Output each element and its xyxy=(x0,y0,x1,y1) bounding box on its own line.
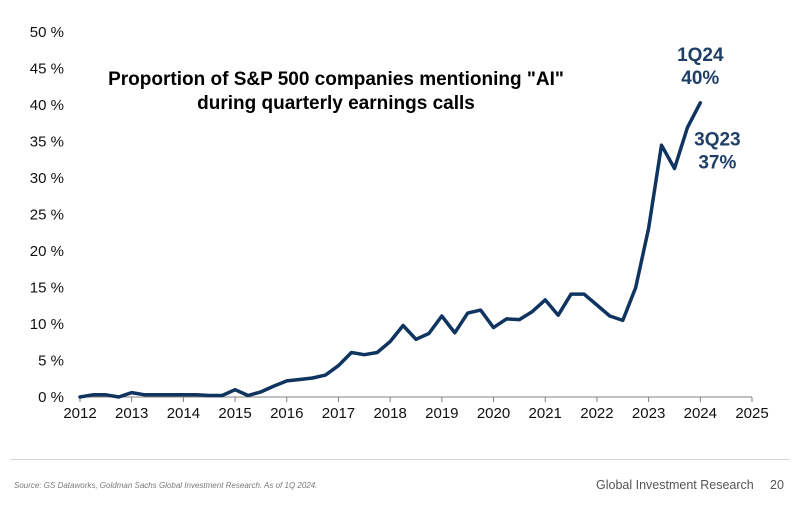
annotation-label: 1Q24 xyxy=(677,45,724,66)
x-tick-label: 2015 xyxy=(218,405,251,422)
y-tick-label: 15 % xyxy=(30,280,64,297)
chart-title-line: Proportion of S&P 500 companies mentioni… xyxy=(108,69,564,90)
page-number: 20 xyxy=(770,478,784,492)
x-tick-label: 2023 xyxy=(632,405,665,422)
x-tick-label: 2019 xyxy=(425,405,458,422)
plot-area xyxy=(78,101,703,399)
footer-brand: Global Investment Research xyxy=(596,478,754,492)
series-line xyxy=(78,101,703,399)
annotation-label: 40% xyxy=(681,68,719,89)
annotation-label: 3Q23 xyxy=(694,130,740,151)
y-tick-label: 10 % xyxy=(30,316,64,333)
x-tick-label: 2014 xyxy=(167,405,200,422)
y-tick-label: 25 % xyxy=(30,207,64,224)
x-tick-label: 2013 xyxy=(115,405,148,422)
y-tick-label: 5 % xyxy=(38,353,64,370)
x-tick-label: 2022 xyxy=(580,405,613,422)
y-tick-label: 20 % xyxy=(30,243,64,260)
x-tick-label: 2025 xyxy=(735,405,768,422)
y-axis-ticks: 0 % 5 % 10 % 15 % 20 % 25 % 30 % 35 % 40 % 45 % 50… xyxy=(30,24,64,406)
footer-divider xyxy=(10,459,790,460)
chart-title-line: during quarterly earnings calls xyxy=(197,93,475,114)
x-axis-ticks: 2012 2013 2014 2015 2016 2017 2018 2019 2020 2021… xyxy=(63,397,769,422)
y-tick-label: 45 % xyxy=(30,61,64,78)
x-tick-label: 2012 xyxy=(63,405,96,422)
y-tick-label: 30 % xyxy=(30,170,64,187)
x-tick-label: 2020 xyxy=(477,405,510,422)
x-tick-label: 2016 xyxy=(270,405,303,422)
y-tick-label: 50 % xyxy=(30,24,64,41)
x-tick-label: 2017 xyxy=(322,405,355,422)
y-tick-label: 0 % xyxy=(38,389,64,406)
x-tick-label: 2018 xyxy=(373,405,406,422)
x-tick-label: 2021 xyxy=(529,405,562,422)
y-tick-label: 40 % xyxy=(30,97,64,114)
chart-area: 0 % 5 % 10 % 15 % 20 % 25 % 30 % 35 % 40 % 45 % 50… xyxy=(30,24,769,422)
source-note: Source: GS Dataworks, Goldman Sachs Glob… xyxy=(14,481,318,490)
y-tick-label: 35 % xyxy=(30,134,64,151)
annotation-label: 37% xyxy=(698,153,736,174)
chart-title: Proportion of S&P 500 companies mentioni… xyxy=(108,69,564,114)
x-tick-label: 2024 xyxy=(684,405,717,422)
